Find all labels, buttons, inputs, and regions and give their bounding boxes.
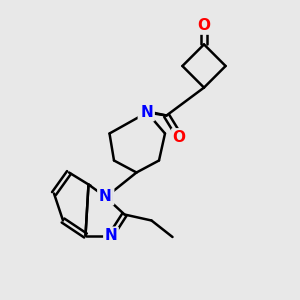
Text: O: O — [172, 130, 186, 145]
Text: O: O — [197, 18, 211, 33]
Text: N: N — [141, 105, 153, 120]
Text: N: N — [100, 189, 113, 204]
Text: N: N — [99, 189, 111, 204]
Text: N: N — [139, 103, 152, 118]
Text: N: N — [105, 228, 117, 243]
